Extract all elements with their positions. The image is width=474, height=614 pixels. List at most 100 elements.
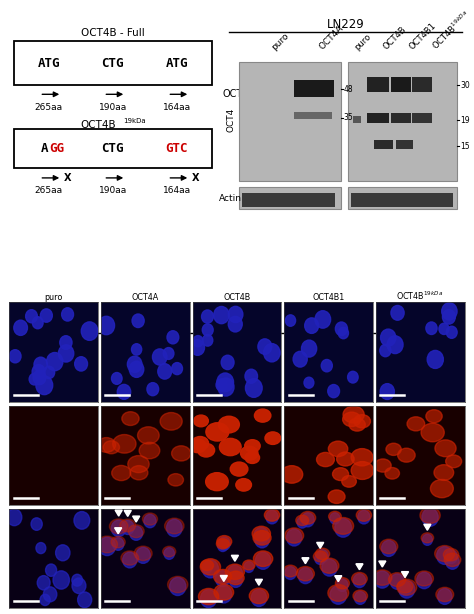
- Ellipse shape: [97, 438, 116, 453]
- Circle shape: [266, 510, 278, 524]
- Text: 265aa: 265aa: [35, 187, 63, 195]
- Ellipse shape: [380, 539, 398, 554]
- Polygon shape: [133, 516, 140, 522]
- Text: CTG: CTG: [101, 142, 124, 155]
- Circle shape: [163, 348, 174, 359]
- Circle shape: [330, 586, 346, 604]
- Ellipse shape: [225, 564, 245, 580]
- Text: A: A: [41, 142, 48, 155]
- Ellipse shape: [172, 446, 191, 461]
- Circle shape: [26, 309, 37, 323]
- Ellipse shape: [373, 570, 392, 585]
- Ellipse shape: [436, 588, 454, 602]
- Circle shape: [111, 373, 122, 384]
- Text: 35: 35: [344, 113, 354, 122]
- Circle shape: [98, 316, 115, 335]
- Circle shape: [251, 589, 266, 607]
- Circle shape: [170, 577, 186, 596]
- Circle shape: [422, 508, 438, 526]
- Circle shape: [438, 588, 452, 604]
- Ellipse shape: [253, 530, 271, 545]
- Circle shape: [201, 589, 217, 608]
- Ellipse shape: [421, 533, 434, 543]
- Ellipse shape: [228, 571, 244, 585]
- Text: puro: puro: [353, 31, 373, 52]
- Ellipse shape: [398, 448, 415, 462]
- Circle shape: [75, 357, 88, 371]
- Circle shape: [229, 572, 243, 588]
- Circle shape: [60, 336, 72, 349]
- Text: OCT4A: OCT4A: [317, 24, 345, 52]
- Ellipse shape: [420, 507, 440, 524]
- Ellipse shape: [296, 515, 309, 526]
- Ellipse shape: [351, 449, 373, 466]
- Bar: [243, 193, 335, 208]
- Bar: [239, 187, 341, 209]
- Text: GG: GG: [49, 142, 64, 155]
- Circle shape: [417, 572, 431, 589]
- Ellipse shape: [443, 548, 459, 561]
- Ellipse shape: [337, 452, 354, 466]
- Polygon shape: [268, 500, 275, 506]
- Ellipse shape: [407, 417, 425, 431]
- Polygon shape: [115, 528, 122, 534]
- Circle shape: [40, 309, 52, 322]
- Circle shape: [387, 336, 403, 354]
- Ellipse shape: [320, 558, 339, 573]
- Circle shape: [374, 571, 390, 588]
- Circle shape: [117, 384, 131, 399]
- Text: Actin: Actin: [219, 194, 242, 203]
- Circle shape: [221, 356, 234, 370]
- Circle shape: [422, 534, 432, 545]
- Ellipse shape: [352, 572, 367, 585]
- Ellipse shape: [189, 439, 206, 453]
- Ellipse shape: [328, 441, 348, 457]
- Text: OCT4B1: OCT4B1: [408, 21, 438, 52]
- Circle shape: [44, 587, 57, 602]
- Circle shape: [32, 365, 45, 379]
- Polygon shape: [356, 564, 363, 570]
- Ellipse shape: [245, 440, 260, 452]
- Circle shape: [172, 363, 182, 375]
- Ellipse shape: [219, 438, 241, 456]
- Ellipse shape: [164, 518, 184, 534]
- Circle shape: [322, 559, 337, 576]
- Circle shape: [390, 574, 404, 589]
- Circle shape: [255, 532, 269, 548]
- Circle shape: [202, 335, 213, 346]
- Ellipse shape: [281, 465, 303, 483]
- Ellipse shape: [343, 406, 364, 423]
- Circle shape: [55, 545, 70, 561]
- Title: OCT4B: OCT4B: [223, 293, 251, 301]
- Circle shape: [164, 548, 174, 559]
- Polygon shape: [424, 524, 431, 530]
- Circle shape: [46, 564, 57, 577]
- Text: 30: 30: [460, 80, 470, 90]
- Bar: [14, 41, 212, 85]
- Ellipse shape: [415, 571, 433, 586]
- Text: puro: puro: [270, 31, 291, 52]
- Circle shape: [216, 379, 227, 391]
- Circle shape: [218, 540, 228, 551]
- Circle shape: [446, 326, 457, 338]
- Ellipse shape: [328, 511, 341, 521]
- Polygon shape: [231, 555, 238, 561]
- Circle shape: [335, 322, 347, 336]
- Ellipse shape: [168, 473, 183, 486]
- Title: puro: puro: [45, 293, 63, 301]
- Ellipse shape: [249, 588, 269, 604]
- Circle shape: [153, 349, 167, 365]
- Text: OCT4B - Full: OCT4B - Full: [81, 28, 145, 39]
- Circle shape: [217, 373, 234, 392]
- Ellipse shape: [217, 538, 229, 549]
- Circle shape: [246, 379, 262, 397]
- Text: OCT4B: OCT4B: [382, 25, 408, 52]
- Polygon shape: [317, 542, 324, 548]
- Circle shape: [81, 322, 98, 340]
- Circle shape: [34, 357, 47, 372]
- Circle shape: [193, 336, 203, 347]
- Circle shape: [129, 361, 144, 378]
- Text: 164aa: 164aa: [163, 103, 191, 112]
- Circle shape: [36, 543, 46, 554]
- Ellipse shape: [354, 414, 371, 428]
